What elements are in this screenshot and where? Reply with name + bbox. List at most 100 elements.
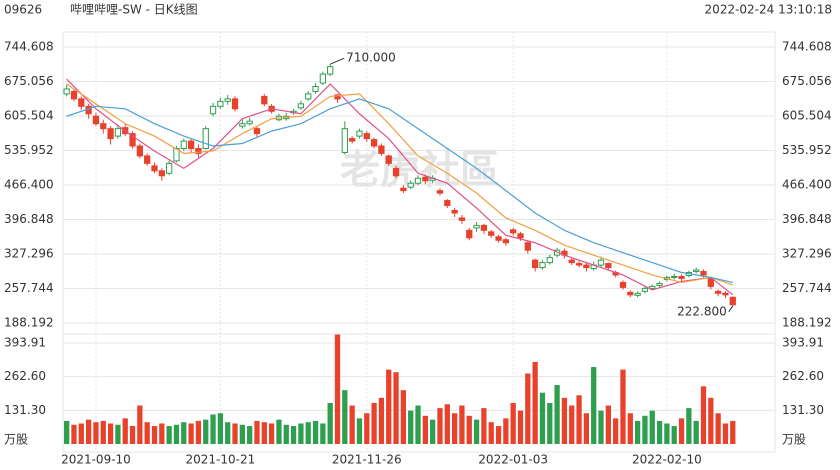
volume-bar [605,405,611,444]
volume-bar [495,426,502,444]
annotation-label: 710.000 [346,51,396,65]
y-tick-label-right: 535.952 [782,143,832,157]
y2-tick-label-right: 393.91 [782,336,824,350]
candle-body [693,269,700,273]
candle-body [451,209,458,214]
candle-body [583,264,590,269]
candle-body [656,282,663,286]
volume-bar [393,372,399,444]
moving-average-line [66,78,734,296]
candle-body [202,128,209,149]
x-tick-label: 2021-10-21 [186,453,256,467]
candle-body [400,187,407,192]
volume-bar [642,415,648,444]
volume-bar [437,408,443,444]
volume-bar [613,418,619,444]
y-tick-label: 605.504 [4,109,54,123]
volume-bar [671,426,677,444]
watermark: 老虎社區 [340,147,500,193]
volume-bar [64,420,70,444]
candle-body [392,167,400,177]
candle-body [151,165,158,172]
timestamp: 2022-02-24 13:10:18 [705,3,832,17]
candle-body [407,182,414,188]
volume-bar [576,395,582,444]
candle-body [334,94,341,100]
candle-body [195,147,202,154]
volume-bar [261,422,267,444]
candle-body [524,242,531,251]
candle-body [356,130,363,137]
candle-body [546,257,553,264]
volume-bar [137,405,143,444]
volume-bar [561,397,568,444]
chart-title: 哔哩哔哩-SW - 日K线图 [70,3,198,17]
volume-bar [503,418,509,444]
candle-body [319,73,326,84]
volume-bar [334,334,341,444]
volume-bar [400,390,407,444]
candle-body [327,66,334,75]
volume-bar [71,424,77,444]
volume-bar [715,413,721,444]
candle-body [422,176,429,182]
volume-bar [686,408,692,444]
x-tick-label: 2022-01-03 [478,453,548,467]
volume-bar [656,420,663,444]
plot-frame [62,31,776,453]
volume-bar [730,420,736,444]
volume-bar [510,402,516,444]
candle-body [466,229,473,239]
volume-bar [349,405,355,444]
candle-body [597,259,605,266]
volume-bar [371,402,377,444]
volume-bar [298,423,304,444]
candle-body [217,100,224,107]
candle-body [136,145,143,157]
volume-bar [356,418,363,444]
volume-bar [378,397,385,444]
candle-body [166,162,173,174]
candle-body [209,105,217,115]
volume-bar [415,405,421,444]
candle-body [305,93,312,100]
volume-bar [290,426,297,444]
volume-bar [481,408,487,444]
y-tick-label-right: 396.848 [782,212,832,226]
y-tick-label: 396.848 [4,212,54,226]
moving-average-line [66,83,733,286]
volume-bar [173,424,180,444]
stock-code: 09626 [4,3,42,17]
volume-bar [203,419,209,444]
candle-body [502,239,509,244]
volume-bar [85,419,92,444]
volume-bar [166,426,172,444]
volume-bar [459,405,465,444]
candle-body [180,140,187,149]
x-tick-label: 2022-02-10 [632,453,702,467]
volume-bar [93,422,99,444]
y2-tick-label: 262.60 [4,369,46,383]
candle-body [341,128,348,153]
candle-body [473,224,480,229]
volume-bar [232,423,238,444]
volume-bar [247,426,253,444]
candle-body [224,98,231,102]
candle-body [297,103,305,109]
candle-body [495,236,502,241]
y-tick-label-right: 675.056 [782,74,832,88]
candle-body [444,200,451,207]
volume-bar [627,413,633,444]
y2-tick-label-right: 131.30 [782,403,824,417]
y-tick-label: 535.952 [4,143,54,157]
y2-tick-label-right: 262.60 [782,369,824,383]
y2-tick-label: 131.30 [4,403,46,417]
volume-bar [276,419,282,444]
moving-average-line [66,98,733,284]
volume-bar [583,413,590,444]
volume-bar [430,419,436,444]
y-tick-label-right: 188.192 [782,316,832,330]
volume-bar [634,420,641,444]
x-tick-label: 2021-09-10 [61,453,131,467]
